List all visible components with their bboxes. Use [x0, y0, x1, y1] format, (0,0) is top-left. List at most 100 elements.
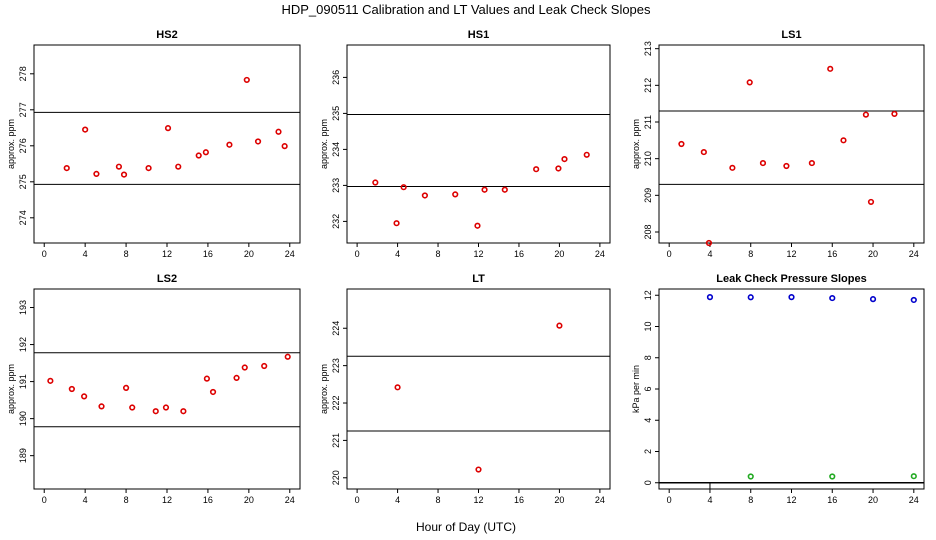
y-tick-label: 209 — [643, 188, 653, 203]
data-point — [145, 165, 152, 172]
x-tick-label: 8 — [436, 495, 441, 505]
x-tick-label: 12 — [786, 495, 796, 505]
data-point — [829, 294, 836, 302]
y-tick-label: 4 — [643, 418, 653, 423]
x-tick-label: 0 — [42, 249, 47, 259]
y-tick-label: 2 — [643, 449, 653, 454]
data-point — [115, 163, 123, 170]
data-point — [81, 393, 88, 400]
plot-frame — [346, 44, 611, 244]
x-tick-label: 0 — [667, 249, 672, 259]
plot-frame — [658, 288, 925, 490]
x-tick-label: 20 — [868, 495, 878, 505]
data-point — [555, 165, 562, 172]
data-point — [556, 322, 563, 329]
data-point — [129, 404, 136, 411]
data-point — [394, 384, 401, 391]
data-point — [705, 239, 713, 247]
x-tick-label: 8 — [436, 249, 441, 259]
x-tick-label: 24 — [909, 249, 919, 259]
y-tick-label: 213 — [643, 41, 653, 56]
data-point — [195, 152, 202, 159]
data-point — [209, 388, 217, 396]
y-axis-label: approx. ppm — [319, 364, 329, 414]
data-point — [203, 375, 210, 382]
panel-hs1: HS1 0 4 8 12 16 20 24 232 233 234 235 236 approx. ppm — [319, 29, 611, 259]
data-point — [474, 222, 481, 229]
x-tick-label: 4 — [395, 495, 400, 505]
data-point — [910, 296, 917, 304]
data-point — [910, 473, 917, 480]
x-tick-label: 20 — [244, 249, 254, 259]
y-tick-label: 0 — [643, 480, 653, 485]
data-point — [281, 143, 288, 150]
y-tick-label: 276 — [18, 138, 28, 153]
y-tick-label: 210 — [643, 151, 653, 166]
y-tick-label: 275 — [18, 174, 28, 189]
x-tick-label: 8 — [748, 495, 753, 505]
plot-frame — [658, 44, 925, 244]
data-point — [862, 111, 870, 118]
x-tick-label: 16 — [514, 249, 524, 259]
data-point — [501, 186, 508, 193]
x-tick-label: 0 — [667, 495, 672, 505]
data-point — [233, 374, 240, 381]
data-point — [202, 149, 209, 156]
x-tick-label: 20 — [554, 495, 564, 505]
data-point — [747, 473, 754, 480]
data-point — [706, 294, 714, 301]
data-point — [372, 179, 379, 186]
x-tick-label: 8 — [124, 249, 129, 259]
x-tick-label: 12 — [473, 249, 483, 259]
x-tick-label: 12 — [473, 495, 483, 505]
data-point — [254, 138, 262, 145]
data-point — [120, 171, 128, 178]
x-tick-label: 16 — [203, 249, 213, 259]
data-point — [746, 79, 753, 86]
y-axis-label: approx. ppm — [631, 119, 641, 169]
panel-title: HS2 — [156, 29, 177, 41]
data-point — [275, 128, 282, 135]
y-tick-label: 277 — [18, 102, 28, 117]
x-tick-label: 24 — [285, 495, 295, 505]
data-point — [226, 141, 233, 148]
y-tick-label: 236 — [331, 70, 341, 85]
x-tick-label: 4 — [83, 249, 88, 259]
data-point — [68, 385, 75, 393]
x-tick-label: 4 — [707, 495, 712, 505]
data-point — [583, 151, 590, 158]
x-tick-label: 16 — [827, 249, 837, 259]
panel-title: LS1 — [781, 29, 801, 41]
data-point — [98, 403, 105, 410]
panel-title: LT — [472, 273, 485, 285]
y-tick-label: 208 — [643, 224, 653, 239]
data-point — [481, 186, 488, 193]
data-point — [261, 362, 268, 370]
y-tick-label: 278 — [18, 66, 28, 81]
data-point — [152, 408, 159, 415]
y-tick-label: 193 — [18, 300, 28, 315]
x-tick-label: 8 — [124, 495, 129, 505]
panel-hs2: HS2 0 4 8 12 16 20 24 274 275 276 277 278 approx. ppm — [6, 29, 301, 259]
y-tick-label: 222 — [331, 396, 341, 411]
data-point — [452, 191, 459, 198]
x-tick-label: 12 — [162, 495, 172, 505]
data-point — [284, 353, 291, 360]
data-point — [788, 294, 795, 301]
data-point — [729, 164, 736, 171]
data-point — [783, 162, 790, 170]
x-tick-label: 0 — [42, 495, 47, 505]
data-point — [421, 192, 428, 199]
data-point — [840, 137, 847, 144]
data-point — [867, 198, 875, 206]
panel-title: Leak Check Pressure Slopes — [716, 273, 866, 285]
x-tick-label: 0 — [355, 495, 360, 505]
figure-xlabel: Hour of Day (UTC) — [416, 520, 516, 534]
y-tick-label: 274 — [18, 210, 28, 225]
y-tick-label: 224 — [331, 321, 341, 336]
x-tick-label: 8 — [748, 249, 753, 259]
data-point — [162, 404, 170, 411]
y-tick-label: 12 — [643, 290, 653, 300]
